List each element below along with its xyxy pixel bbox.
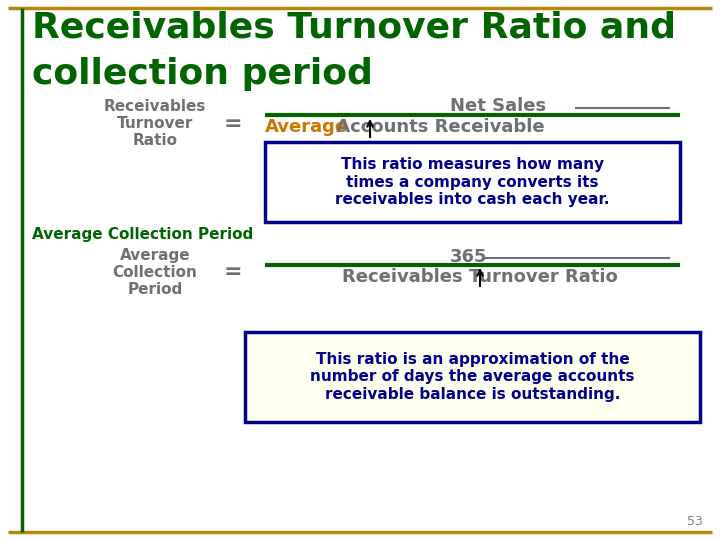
Text: This ratio is an approximation of the
number of days the average accounts
receiv: This ratio is an approximation of the nu… [310, 352, 635, 402]
Text: 365: 365 [450, 248, 487, 266]
Text: =: = [224, 114, 243, 134]
Text: collection period: collection period [32, 57, 373, 91]
Text: Average: Average [120, 248, 190, 263]
FancyBboxPatch shape [265, 142, 680, 222]
Text: =: = [224, 262, 243, 282]
Text: Ratio: Ratio [132, 133, 178, 148]
Text: 53: 53 [687, 515, 703, 528]
Text: Collection: Collection [112, 265, 197, 280]
Text: Turnover: Turnover [117, 116, 193, 131]
Text: Net Sales: Net Sales [450, 97, 546, 115]
Text: Receivables Turnover Ratio: Receivables Turnover Ratio [342, 268, 618, 286]
Text: Accounts Receivable: Accounts Receivable [330, 118, 544, 136]
Text: Period: Period [127, 282, 183, 297]
Text: Average Collection Period: Average Collection Period [32, 227, 253, 242]
Text: Receivables Turnover Ratio and: Receivables Turnover Ratio and [32, 10, 676, 44]
Text: This ratio measures how many
times a company converts its
receivables into cash : This ratio measures how many times a com… [336, 157, 610, 207]
FancyBboxPatch shape [245, 332, 700, 422]
Text: Receivables: Receivables [104, 99, 206, 114]
Text: Average: Average [265, 118, 348, 136]
